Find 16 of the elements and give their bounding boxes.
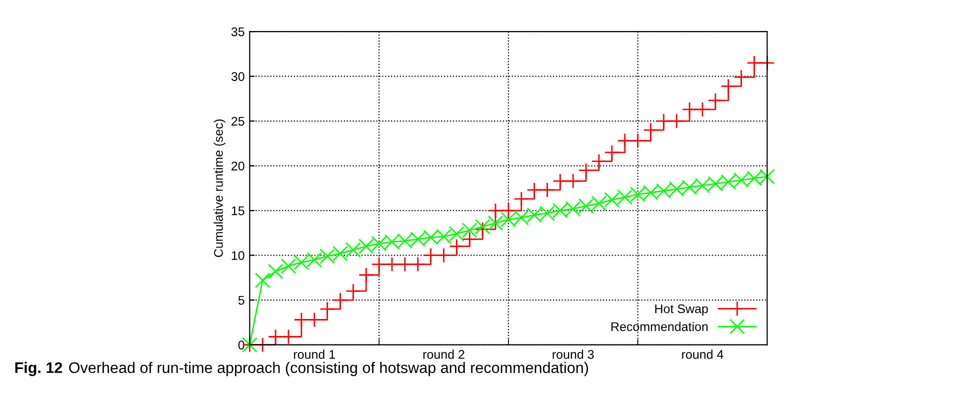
caption: Fig. 12	[15, 362, 62, 376]
x-tick-label: round 3	[552, 350, 594, 359]
legend-label: Recommendation	[611, 322, 708, 332]
y-tick-label: 15	[232, 206, 244, 216]
y-tick-label: 20	[232, 162, 244, 170]
text: Overhead of run-time approach (consisting of hotswap and recommendation)	[69, 362, 588, 376]
y-tick-label: 35	[231, 27, 244, 36]
y-tick-label: 25	[232, 116, 244, 126]
y-axis-title: Cumulative runtime (sec)	[214, 120, 226, 258]
x-tick-label: round 1	[294, 350, 335, 359]
y-tick-label: 5	[238, 296, 244, 305]
legend-label: Hot Swap	[655, 304, 708, 316]
x-tick-label: round 2	[423, 350, 464, 359]
y-tick-label: 30	[231, 72, 244, 81]
y-tick-label: 10	[232, 251, 244, 260]
x-tick-label: round 4	[682, 350, 724, 359]
